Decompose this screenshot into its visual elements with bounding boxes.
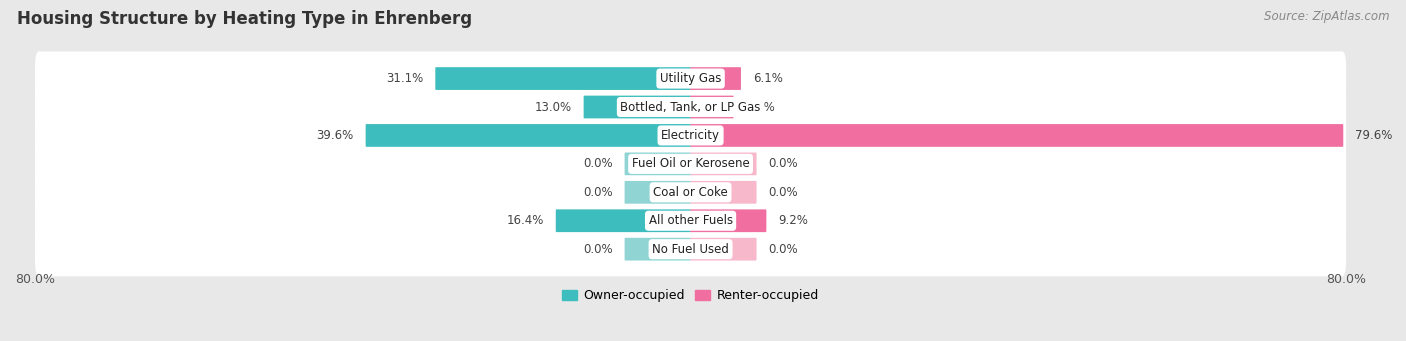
FancyBboxPatch shape xyxy=(624,238,690,261)
Text: 39.6%: 39.6% xyxy=(316,129,354,142)
FancyBboxPatch shape xyxy=(624,152,690,175)
Text: Source: ZipAtlas.com: Source: ZipAtlas.com xyxy=(1264,10,1389,23)
FancyBboxPatch shape xyxy=(35,165,1346,220)
FancyBboxPatch shape xyxy=(436,67,690,90)
Text: 31.1%: 31.1% xyxy=(387,72,423,85)
FancyBboxPatch shape xyxy=(35,51,1346,106)
FancyBboxPatch shape xyxy=(35,194,1346,248)
FancyBboxPatch shape xyxy=(690,181,756,204)
FancyBboxPatch shape xyxy=(35,222,1346,276)
Text: Electricity: Electricity xyxy=(661,129,720,142)
FancyBboxPatch shape xyxy=(624,181,690,204)
Text: 6.1%: 6.1% xyxy=(752,72,783,85)
FancyBboxPatch shape xyxy=(366,124,690,147)
Text: 0.0%: 0.0% xyxy=(583,243,613,256)
Text: No Fuel Used: No Fuel Used xyxy=(652,243,728,256)
FancyBboxPatch shape xyxy=(690,95,734,118)
Text: 0.0%: 0.0% xyxy=(769,243,799,256)
Text: 5.2%: 5.2% xyxy=(745,101,775,114)
FancyBboxPatch shape xyxy=(35,108,1346,163)
Text: 16.4%: 16.4% xyxy=(506,214,544,227)
Legend: Owner-occupied, Renter-occupied: Owner-occupied, Renter-occupied xyxy=(557,284,824,307)
Text: Housing Structure by Heating Type in Ehrenberg: Housing Structure by Heating Type in Ehr… xyxy=(17,10,472,28)
Text: 0.0%: 0.0% xyxy=(583,186,613,199)
Text: 9.2%: 9.2% xyxy=(779,214,808,227)
Text: All other Fuels: All other Fuels xyxy=(648,214,733,227)
FancyBboxPatch shape xyxy=(690,209,766,232)
FancyBboxPatch shape xyxy=(35,137,1346,191)
FancyBboxPatch shape xyxy=(690,238,756,261)
FancyBboxPatch shape xyxy=(555,209,690,232)
Text: Coal or Coke: Coal or Coke xyxy=(654,186,728,199)
FancyBboxPatch shape xyxy=(690,67,741,90)
Text: 79.6%: 79.6% xyxy=(1355,129,1392,142)
FancyBboxPatch shape xyxy=(583,95,690,118)
Text: 13.0%: 13.0% xyxy=(534,101,572,114)
Text: 0.0%: 0.0% xyxy=(769,186,799,199)
Text: 0.0%: 0.0% xyxy=(583,158,613,170)
FancyBboxPatch shape xyxy=(35,80,1346,134)
Text: Fuel Oil or Kerosene: Fuel Oil or Kerosene xyxy=(631,158,749,170)
Text: Utility Gas: Utility Gas xyxy=(659,72,721,85)
Text: Bottled, Tank, or LP Gas: Bottled, Tank, or LP Gas xyxy=(620,101,761,114)
Text: 0.0%: 0.0% xyxy=(769,158,799,170)
FancyBboxPatch shape xyxy=(690,152,756,175)
FancyBboxPatch shape xyxy=(690,124,1343,147)
